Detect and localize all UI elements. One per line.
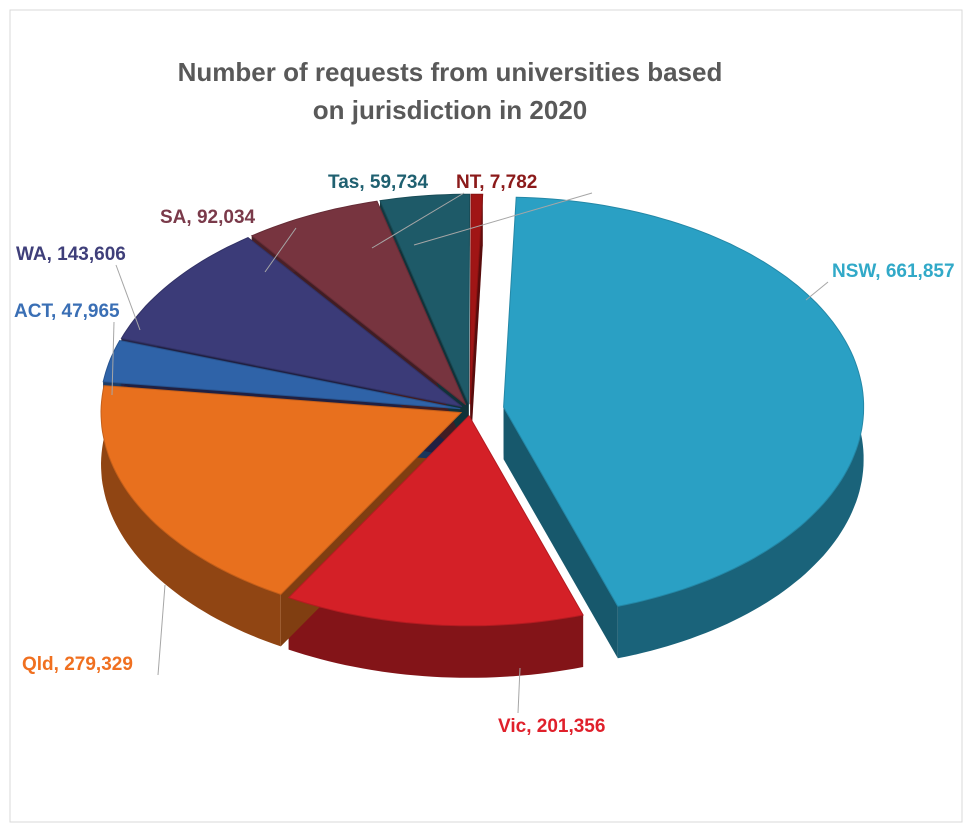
label-value: 201,356 bbox=[537, 716, 606, 737]
leader-line bbox=[517, 667, 521, 714]
data-label: Tas, 59,734 bbox=[328, 172, 428, 193]
label-value: 661,857 bbox=[886, 261, 955, 282]
leader-line bbox=[157, 584, 166, 676]
label-category: NT bbox=[456, 172, 482, 193]
data-label: Vic, 201,356 bbox=[498, 716, 605, 737]
label-separator: , bbox=[186, 207, 197, 228]
leader-line bbox=[111, 321, 115, 396]
slice-side bbox=[101, 385, 281, 647]
label-value: 59,734 bbox=[370, 172, 429, 193]
slice bbox=[503, 196, 865, 607]
leader-line bbox=[115, 264, 141, 331]
label-separator: , bbox=[875, 261, 886, 282]
label-category: Vic bbox=[498, 716, 527, 737]
label-separator: , bbox=[54, 654, 65, 675]
label-category: SA bbox=[160, 207, 187, 228]
data-label: WA, 143,606 bbox=[16, 244, 126, 265]
label-category: Qld bbox=[22, 654, 54, 675]
label-category: NSW bbox=[832, 261, 876, 282]
label-separator: , bbox=[359, 172, 370, 193]
slice-side bbox=[288, 597, 584, 678]
slice bbox=[100, 385, 463, 595]
data-label: Qld, 279,329 bbox=[22, 654, 133, 675]
data-label: ACT, 47,965 bbox=[14, 301, 120, 322]
slice bbox=[287, 414, 584, 627]
label-separator: , bbox=[479, 172, 490, 193]
slice-wall bbox=[470, 194, 483, 457]
leader-line bbox=[264, 227, 297, 273]
title-line: on jurisdiction in 2020 bbox=[313, 95, 588, 125]
slice-wall bbox=[503, 407, 618, 659]
slice bbox=[469, 193, 484, 405]
label-value: 92,034 bbox=[197, 207, 256, 228]
title-line: Number of requests from universities bas… bbox=[178, 57, 723, 87]
leader-line bbox=[805, 281, 829, 301]
label-separator: , bbox=[47, 244, 58, 265]
label-category: Tas bbox=[328, 172, 359, 193]
label-category: ACT bbox=[14, 301, 53, 322]
leader-line bbox=[371, 192, 465, 249]
slice bbox=[102, 339, 461, 410]
slice bbox=[379, 193, 471, 405]
label-separator: , bbox=[526, 716, 537, 737]
label-value: 7,782 bbox=[490, 172, 538, 193]
label-value: 47,965 bbox=[62, 301, 121, 322]
data-label: NT, 7,782 bbox=[456, 172, 537, 193]
data-label: SA, 92,034 bbox=[160, 207, 256, 228]
label-separator: , bbox=[51, 301, 62, 322]
chart-title: Number of requests from universities bas… bbox=[178, 57, 723, 125]
data-label: NSW, 661,857 bbox=[832, 261, 955, 282]
leader-line bbox=[413, 192, 593, 246]
slice bbox=[120, 237, 463, 408]
label-category: WA bbox=[16, 244, 47, 265]
label-value: 143,606 bbox=[57, 244, 126, 265]
slice bbox=[250, 200, 467, 406]
label-value: 279,329 bbox=[64, 654, 133, 675]
